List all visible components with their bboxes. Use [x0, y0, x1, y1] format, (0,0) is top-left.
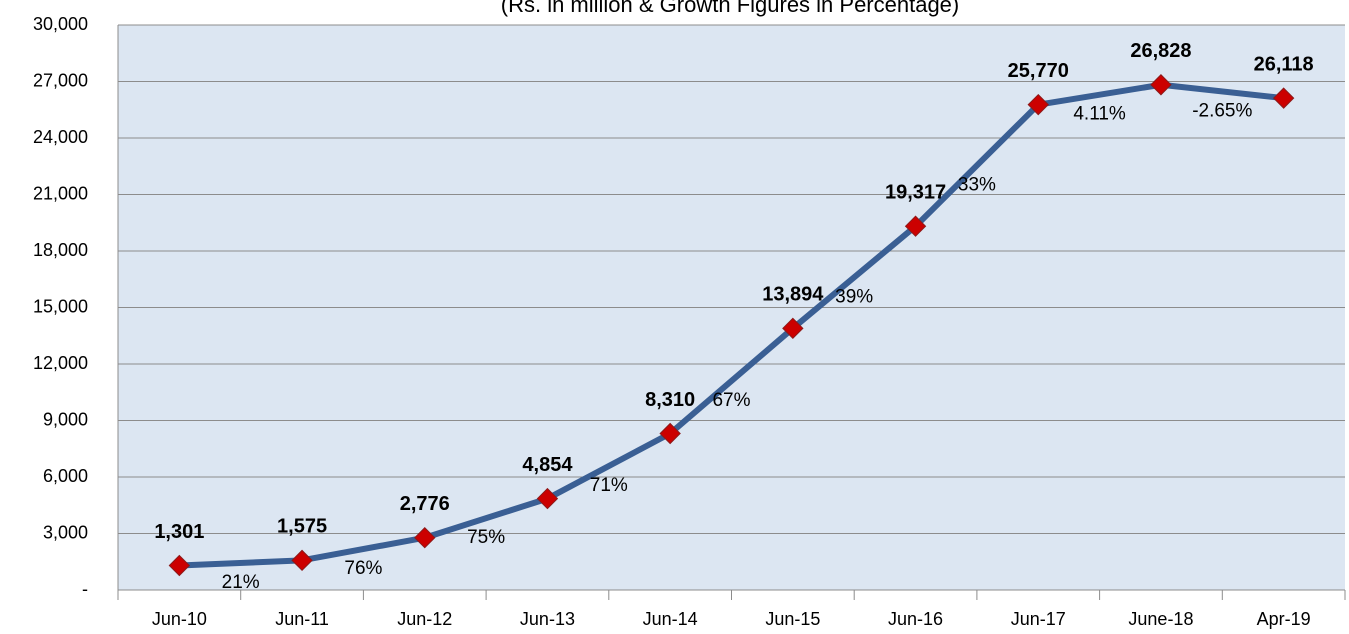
data-label: 26,828 — [1130, 40, 1191, 62]
marker — [414, 527, 436, 549]
x-tick-label: June-18 — [1128, 609, 1193, 629]
growth-label: 71% — [590, 475, 628, 496]
y-tick-label: 21,000 — [33, 183, 88, 203]
y-tick-label: 15,000 — [33, 296, 88, 316]
growth-label: 76% — [344, 558, 382, 579]
marker — [904, 215, 927, 237]
x-tick-label: Jun-11 — [275, 609, 329, 629]
marker — [291, 549, 313, 572]
growth-label: 67% — [712, 390, 750, 411]
x-tick-label: Apr-19 — [1257, 609, 1311, 629]
marker — [1150, 74, 1172, 96]
growth-label: -2.65% — [1192, 100, 1252, 121]
data-label: 25,770 — [1008, 60, 1069, 82]
marker — [536, 487, 559, 510]
x-tick-label: Jun-16 — [888, 609, 943, 629]
chart-title: (Rs. in million & Growth Figures in Perc… — [501, 0, 960, 17]
data-label: 2,776 — [400, 493, 450, 515]
data-label: 1,575 — [277, 516, 327, 538]
growth-label: 39% — [835, 286, 873, 307]
x-tick-label: Jun-12 — [397, 609, 452, 629]
x-tick-label: Jun-13 — [520, 609, 575, 629]
line — [179, 81, 1284, 569]
x-tick-label: Jun-17 — [1011, 609, 1066, 629]
marker — [1272, 87, 1295, 109]
x-tick-label: Jun-15 — [765, 609, 820, 629]
data-label: 1,301 — [154, 521, 204, 543]
y-tick-label: 27,000 — [33, 70, 88, 90]
growth-label: 4.11% — [1073, 104, 1126, 125]
growth-label: 33% — [958, 174, 996, 195]
y-tick-label: 18,000 — [33, 240, 88, 260]
x-tick-label: Jun-14 — [643, 609, 698, 629]
data-label: 26,118 — [1254, 53, 1314, 75]
growth-label: 21% — [222, 572, 260, 593]
data-label: 13,894 — [762, 284, 824, 306]
data-label: 8,310 — [645, 389, 695, 411]
marker — [1027, 93, 1049, 116]
y-tick-label: 3,000 — [43, 522, 88, 542]
y-tick-label: 12,000 — [33, 353, 88, 373]
y-tick-label: 30,000 — [33, 14, 88, 34]
y-tick-label: 9,000 — [43, 409, 88, 429]
y-tick-label: 6,000 — [43, 466, 88, 486]
marker — [782, 317, 804, 340]
y-tick-label: 24,000 — [33, 127, 88, 147]
data-label: 19,317 — [885, 181, 946, 203]
data-label: 4,854 — [522, 454, 573, 476]
marker — [659, 422, 681, 445]
marker — [168, 554, 191, 577]
growth-label: 75% — [467, 527, 505, 548]
x-tick-label: Jun-10 — [152, 609, 207, 629]
y-tick-label: - — [82, 579, 88, 599]
